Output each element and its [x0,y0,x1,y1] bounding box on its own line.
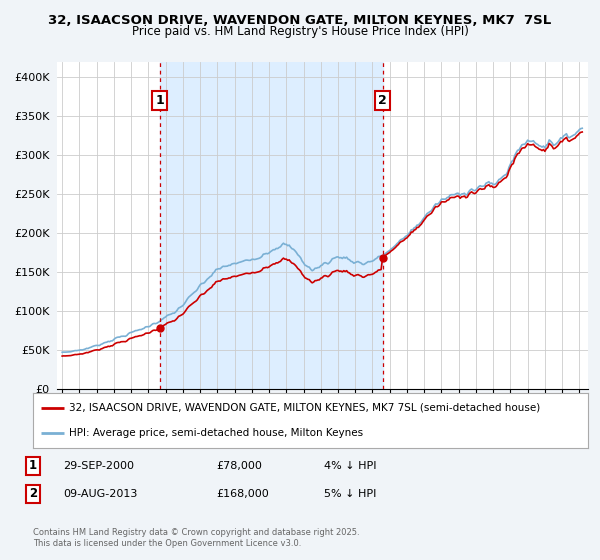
Text: 29-SEP-2000: 29-SEP-2000 [63,461,134,471]
Text: 4% ↓ HPI: 4% ↓ HPI [324,461,377,471]
Bar [160,62,383,389]
Text: 1: 1 [155,94,164,107]
Text: 2: 2 [29,487,37,501]
Text: 09-AUG-2013: 09-AUG-2013 [63,489,137,499]
Text: £78,000: £78,000 [216,461,262,471]
Text: 5% ↓ HPI: 5% ↓ HPI [324,489,376,499]
Text: 32, ISAACSON DRIVE, WAVENDON GATE, MILTON KEYNES, MK7  7SL: 32, ISAACSON DRIVE, WAVENDON GATE, MILTO… [49,14,551,27]
Text: 1: 1 [29,459,37,473]
Text: £168,000: £168,000 [216,489,269,499]
Text: Contains HM Land Registry data © Crown copyright and database right 2025.
This d: Contains HM Land Registry data © Crown c… [33,528,359,548]
Text: 2: 2 [378,94,387,107]
Text: HPI: Average price, semi-detached house, Milton Keynes: HPI: Average price, semi-detached house,… [69,428,363,438]
Text: 32, ISAACSON DRIVE, WAVENDON GATE, MILTON KEYNES, MK7 7SL (semi-detached house): 32, ISAACSON DRIVE, WAVENDON GATE, MILTO… [69,403,541,413]
Text: Price paid vs. HM Land Registry's House Price Index (HPI): Price paid vs. HM Land Registry's House … [131,25,469,38]
